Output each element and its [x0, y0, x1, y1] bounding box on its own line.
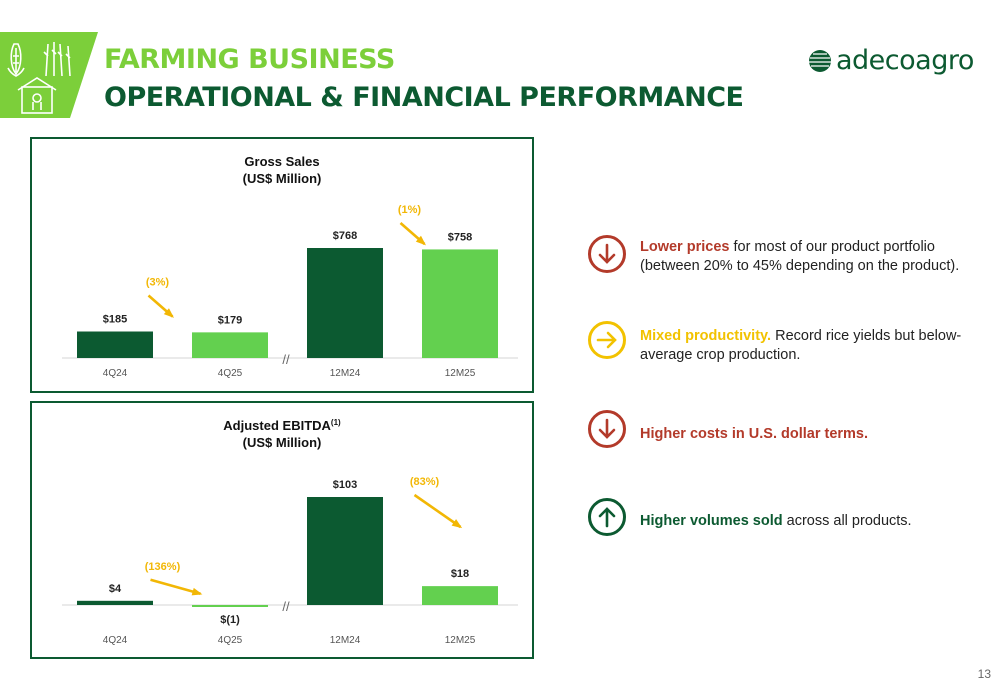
- chart-bar: [192, 605, 268, 607]
- axis-break: //: [282, 352, 290, 367]
- category-label: 4Q25: [218, 368, 243, 379]
- page-title-line2: OPERATIONAL & FINANCIAL PERFORMANCE: [104, 82, 744, 113]
- bullet-bold: Higher costs in U.S. dollar terms.: [640, 426, 869, 442]
- arrow-down-icon: [588, 410, 626, 448]
- chart-bar: [422, 249, 498, 358]
- bullet-bold: Higher volumes sold: [640, 513, 783, 529]
- chart-title: Adjusted EBITDA(1): [223, 418, 341, 433]
- company-logo: adecoagro: [808, 45, 974, 77]
- data-label: $4: [109, 583, 122, 595]
- chart-bar: [192, 332, 268, 358]
- change-arrow: [413, 493, 462, 529]
- bullet-bold: Mixed productivity.: [640, 328, 772, 344]
- change-arrowhead: [163, 308, 175, 318]
- chart-bar: [307, 497, 383, 605]
- chart-bar: [307, 248, 383, 358]
- logo-text: adecoagro: [836, 45, 974, 76]
- data-label: $179: [218, 314, 242, 326]
- change-label: (83%): [410, 476, 440, 488]
- chart-bar: [77, 600, 153, 605]
- change-arrowhead: [415, 235, 427, 246]
- chart-title-superscript: (1): [331, 418, 341, 427]
- category-label: 12M25: [445, 635, 476, 646]
- wheat-icon: [43, 42, 71, 77]
- change-label: (1%): [398, 204, 422, 216]
- change-arrowhead: [191, 587, 203, 596]
- change-arrow: [150, 578, 201, 596]
- gross-sales-chart: Gross Sales (US$ Million) $185 4Q24 $179 4Q25…: [62, 154, 518, 379]
- chart-bar: [77, 331, 153, 358]
- header-banner: [0, 32, 98, 118]
- chart-title: Gross Sales: [244, 154, 319, 169]
- corn-icon: [7, 43, 25, 77]
- category-label: 12M24: [330, 635, 361, 646]
- data-label: $18: [451, 568, 469, 580]
- category-label: 4Q24: [103, 635, 128, 646]
- chart-bar: [422, 586, 498, 605]
- arrow-right-icon: [588, 321, 626, 359]
- page-title-line1: FARMING BUSINESS: [104, 44, 395, 75]
- chart-subtitle: (US$ Million): [243, 435, 322, 450]
- bullet-text: Record rice yields but below-average cro…: [640, 328, 962, 363]
- adjusted-ebitda-chart: Adjusted EBITDA(1) (US$ Million) $4 4Q24 $(1…: [62, 418, 518, 646]
- bullet-text: for most of our product portfolio (betwe…: [640, 239, 960, 274]
- category-label: 4Q24: [103, 368, 128, 379]
- bullet-bold: Lower prices: [640, 239, 730, 255]
- arrow-down-icon: [588, 235, 626, 273]
- chart-subtitle: (US$ Million): [243, 171, 322, 186]
- category-label: 12M25: [445, 368, 476, 379]
- page-number: 13: [977, 667, 991, 681]
- data-label: $185: [103, 314, 127, 326]
- arrow-up-icon: [588, 498, 626, 536]
- data-label: $103: [333, 479, 357, 491]
- gross-sales-chart-panel: Gross Sales (US$ Million) $185 4Q24 $179 4Q25…: [30, 137, 534, 393]
- axis-break: //: [282, 599, 290, 614]
- category-label: 12M24: [330, 368, 361, 379]
- data-label: $758: [448, 231, 472, 243]
- data-label: $768: [333, 230, 357, 242]
- change-label: (3%): [146, 277, 170, 289]
- bullet-text: across all products.: [782, 513, 912, 529]
- category-label: 4Q25: [218, 635, 243, 646]
- change-label: (136%): [145, 561, 181, 573]
- change-arrowhead: [451, 519, 463, 529]
- adjusted-ebitda-chart-panel: Adjusted EBITDA(1) (US$ Million) $4 4Q24 $(1…: [30, 401, 534, 659]
- data-label: $(1): [220, 614, 240, 626]
- barn-icon: [17, 77, 57, 114]
- logo-globe-icon: [809, 50, 831, 72]
